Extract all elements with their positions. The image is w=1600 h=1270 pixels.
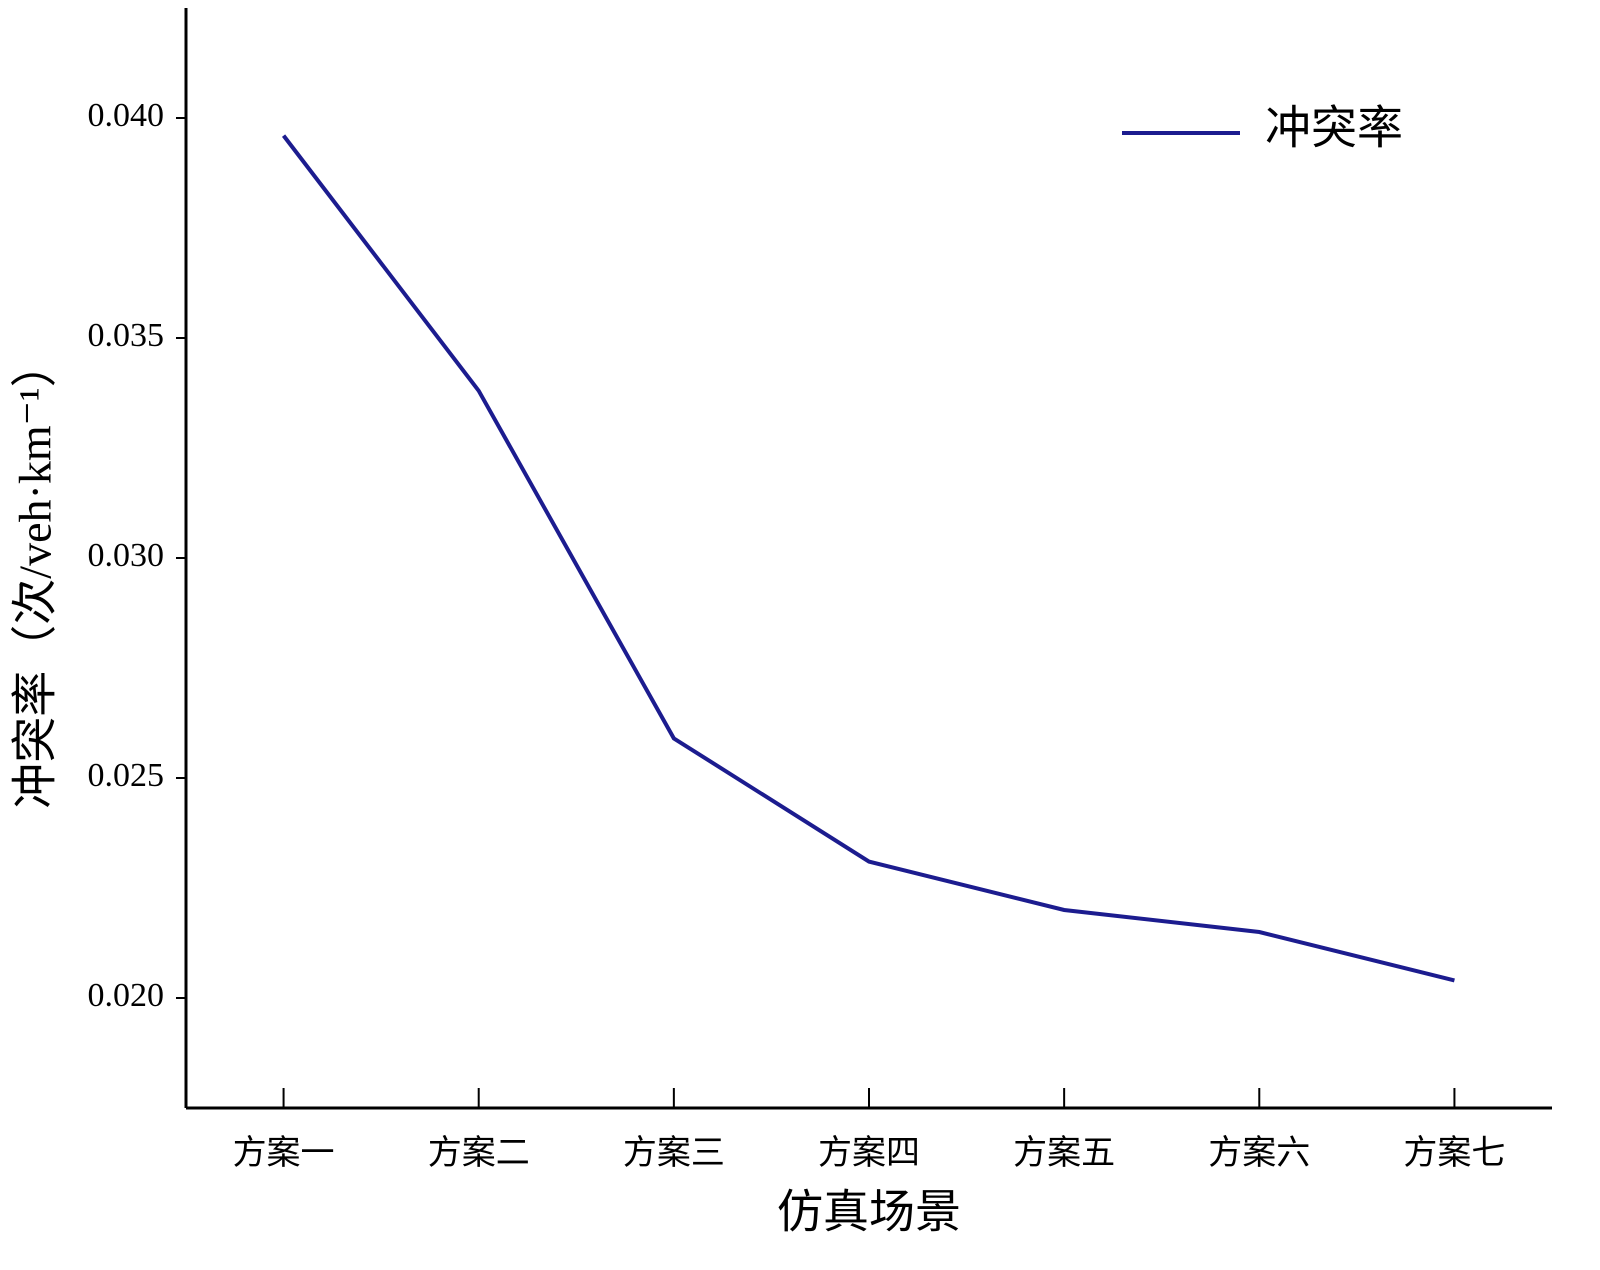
y-tick-label: 0.030 xyxy=(88,537,165,574)
y-tick-label: 0.025 xyxy=(88,757,165,794)
x-tick-label: 方案二 xyxy=(428,1134,530,1172)
x-tick-label: 方案三 xyxy=(623,1134,725,1172)
x-tick-label: 方案四 xyxy=(818,1134,920,1172)
y-tick-label: 0.040 xyxy=(88,97,165,134)
x-axis-title: 仿真场景 xyxy=(777,1187,961,1238)
x-tick-label: 方案六 xyxy=(1208,1134,1310,1172)
y-tick-label: 0.035 xyxy=(88,317,165,354)
x-tick-label: 方案五 xyxy=(1013,1134,1115,1172)
data-line xyxy=(281,134,1455,983)
legend-label: 冲突率 xyxy=(1265,103,1403,154)
y-axis-title: 冲突率（次/veh·km⁻¹） xyxy=(10,341,61,808)
y-tick-label: 0.020 xyxy=(88,977,165,1014)
x-tick-label: 方案一 xyxy=(233,1134,335,1172)
x-tick-label: 方案七 xyxy=(1403,1134,1505,1172)
